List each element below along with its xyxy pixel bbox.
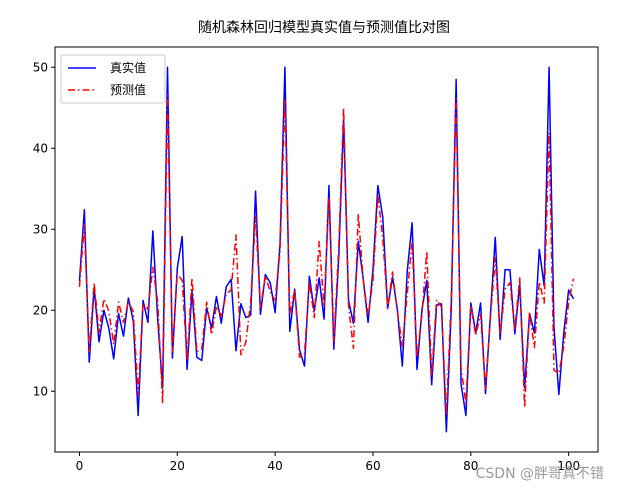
y-tick-label: 20 [33,303,48,317]
y-tick-label: 30 [33,222,48,236]
plot-frame [54,46,599,453]
chart-title: 随机森林回归模型真实值与预测值比对图 [198,19,450,36]
x-tick-label: 80 [463,459,478,473]
x-tick-label: 40 [267,459,282,473]
y-tick-label: 40 [33,141,48,155]
watermark: CSDN @胖哥真不错 [476,466,604,482]
y-tick-label: 10 [33,384,48,398]
x-tick-label: 100 [557,459,580,473]
series-line-true [78,66,575,433]
y-axis: 10 20 30 40 50 [33,60,55,398]
plot-area [78,66,575,433]
x-tick-label: 60 [365,459,380,473]
x-tick-label: 0 [76,459,84,473]
legend-label-true: 真实值 [110,60,146,75]
y-tick-label: 50 [33,60,48,74]
legend-box [60,54,166,104]
x-axis: 0 20 40 60 80 100 [76,452,580,473]
x-tick-label: 20 [170,459,185,473]
legend: 真实值 预测值 [60,54,166,104]
legend-label-predicted: 预测值 [110,82,146,97]
series-line-predicted [78,94,575,417]
